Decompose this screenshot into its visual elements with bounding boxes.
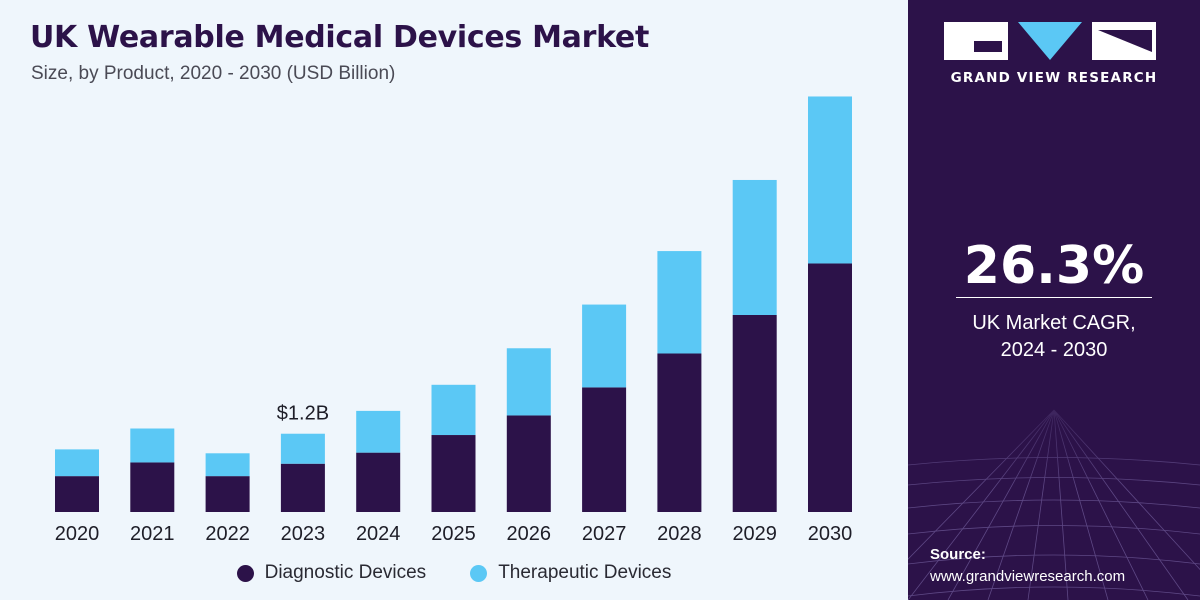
bar-therapeutic-2028 bbox=[657, 251, 702, 354]
cagr-label-line2: 2024 - 2030 bbox=[1000, 339, 1108, 361]
x-tick-label-2024: 2024 bbox=[356, 523, 401, 545]
chart-subtitle: Size, by Product, 2020 - 2030 (USD Billi… bbox=[31, 63, 396, 84]
x-tick-label-2026: 2026 bbox=[507, 523, 552, 545]
x-tick-label-2020: 2020 bbox=[55, 523, 100, 545]
brand-name: GRAND VIEW RESEARCH bbox=[950, 70, 1158, 86]
x-tick-label-2029: 2029 bbox=[732, 523, 777, 545]
source-block: Source: www.grandviewresearch.com bbox=[930, 544, 1125, 588]
data-label-2023: $1.2B bbox=[277, 403, 329, 425]
x-tick-label-2023: 2023 bbox=[281, 523, 326, 545]
bar-diagnostic-2022 bbox=[205, 476, 250, 512]
source-title: Source: bbox=[930, 546, 986, 563]
chart-area: UK Wearable Medical Devices Market Size,… bbox=[0, 20, 908, 584]
v-logo-triangle-icon bbox=[1018, 22, 1082, 60]
side-panel: GRAND VIEW RESEARCH 26.3% UK Market CAGR… bbox=[908, 0, 1200, 600]
x-tick-label-2028: 2028 bbox=[657, 523, 702, 545]
bar-diagnostic-2020 bbox=[55, 476, 99, 512]
bar-diagnostic-2023 bbox=[280, 463, 325, 512]
legend-item-therapeutic: Therapeutic Devices bbox=[470, 562, 671, 584]
bar-therapeutic-2021 bbox=[130, 428, 175, 463]
legend-swatch-diagnostic bbox=[236, 564, 254, 582]
grid-floor-decoration bbox=[908, 370, 1200, 600]
cagr-value: 26.3% bbox=[963, 236, 1145, 296]
cagr-label: UK Market CAGR, 2024 - 2030 bbox=[908, 310, 1200, 364]
bar-therapeutic-2030 bbox=[808, 96, 852, 264]
bar-diagnostic-2027 bbox=[582, 387, 627, 512]
bar-diagnostic-2024 bbox=[356, 452, 401, 512]
legend-swatch-therapeutic bbox=[470, 564, 488, 582]
bar-therapeutic-2026 bbox=[506, 348, 551, 416]
bar-diagnostic-2028 bbox=[657, 353, 702, 512]
bar-diagnostic-2030 bbox=[808, 263, 852, 512]
legend-label-diagnostic: Diagnostic Devices bbox=[264, 562, 427, 583]
x-tick-label-2030: 2030 bbox=[808, 523, 853, 545]
bar-diagnostic-2025 bbox=[431, 435, 476, 512]
bar-therapeutic-2023 bbox=[280, 433, 325, 464]
bar-therapeutic-2025 bbox=[431, 384, 476, 436]
g-logo-block-icon bbox=[944, 22, 1008, 60]
bar-diagnostic-2029 bbox=[732, 315, 777, 512]
bar-chart: 2020 2021 2022 2023 $1.2B 2024 2025 2026 2027 202… bbox=[55, 96, 853, 545]
legend-label-therapeutic: Therapeutic Devices bbox=[498, 562, 672, 583]
bar-diagnostic-2026 bbox=[506, 415, 551, 512]
x-tick-label-2027: 2027 bbox=[582, 523, 627, 545]
bar-therapeutic-2029 bbox=[732, 179, 777, 316]
r-logo-block-icon bbox=[1092, 22, 1156, 60]
x-tick-label-2025: 2025 bbox=[431, 523, 476, 545]
bar-diagnostic-2021 bbox=[130, 462, 175, 512]
x-tick-label-2022: 2022 bbox=[205, 523, 250, 545]
brand-logo: GRAND VIEW RESEARCH bbox=[944, 22, 1164, 86]
bar-therapeutic-2027 bbox=[582, 304, 627, 388]
chart-title: UK Wearable Medical Devices Market bbox=[30, 20, 650, 55]
chart-legend: Diagnostic Devices Therapeutic Devices bbox=[0, 562, 908, 584]
x-tick-label-2021: 2021 bbox=[130, 523, 175, 545]
source-url[interactable]: www.grandviewresearch.com bbox=[930, 568, 1126, 585]
cagr-label-line1: UK Market CAGR, bbox=[972, 312, 1136, 334]
bar-therapeutic-2020 bbox=[55, 449, 99, 477]
bar-therapeutic-2024 bbox=[356, 410, 401, 453]
legend-item-diagnostic: Diagnostic Devices bbox=[236, 562, 427, 584]
bar-therapeutic-2022 bbox=[205, 453, 250, 477]
cagr-divider bbox=[956, 297, 1152, 298]
